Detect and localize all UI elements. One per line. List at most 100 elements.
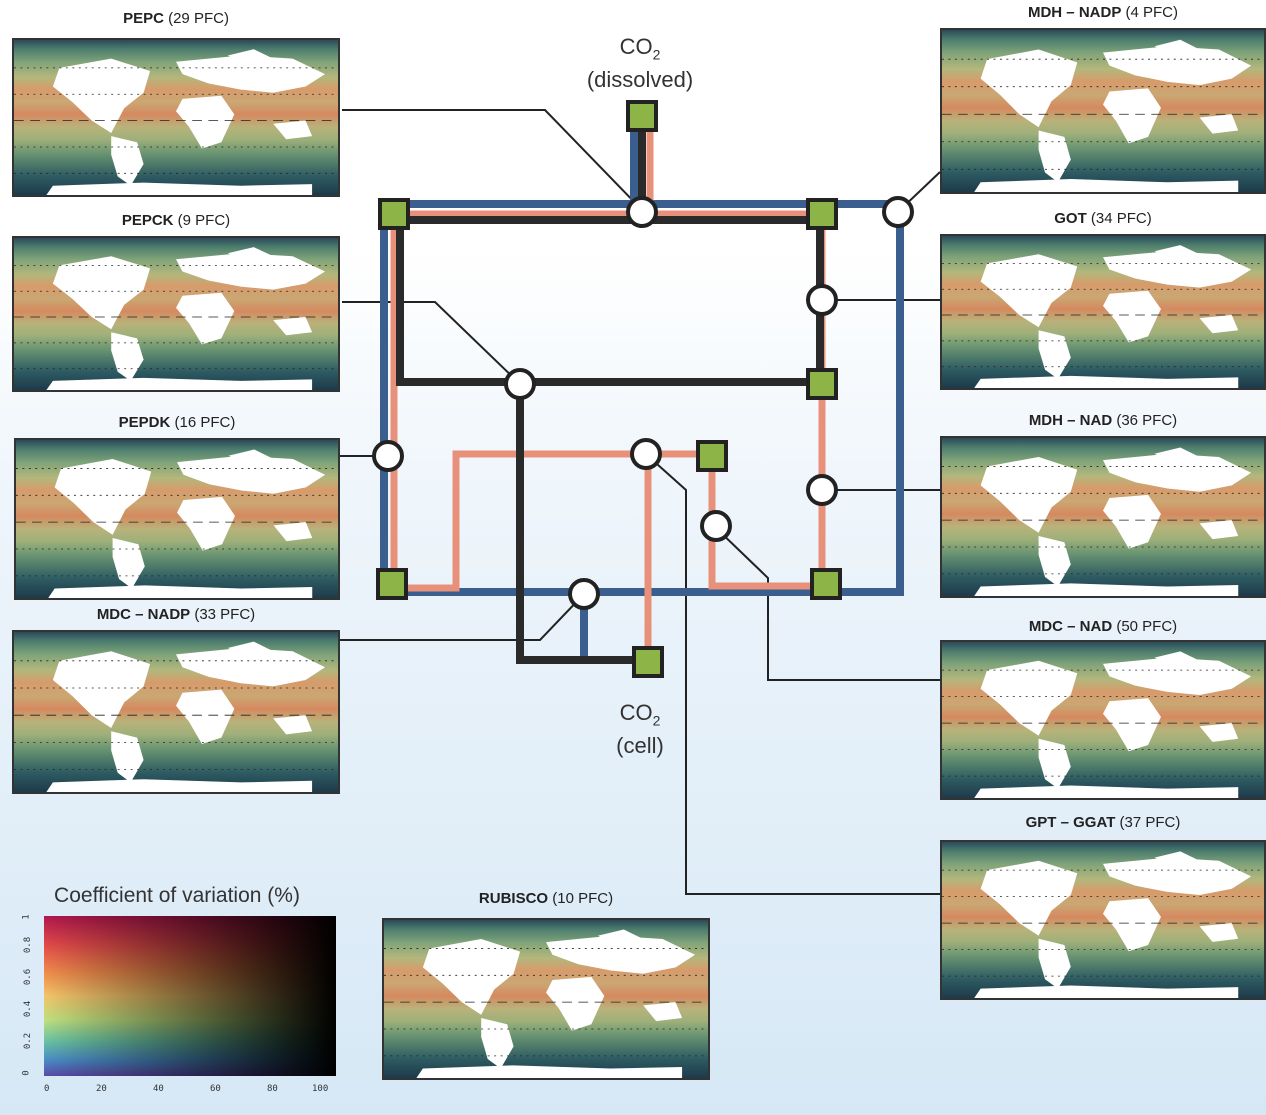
land-mass: [1103, 494, 1161, 549]
panel-count: (16 PFC): [174, 414, 236, 431]
node-inner: [696, 440, 728, 472]
land-mass: [176, 253, 326, 290]
land-mass: [52, 58, 151, 133]
co2-cell-label: CO2 (cell): [616, 700, 664, 759]
enzyme-nodes: [372, 196, 914, 610]
enzyme-gpt-ggat: [630, 438, 662, 470]
node-top-right: [806, 198, 838, 230]
land-mass: [980, 49, 1078, 128]
world-map: [12, 236, 340, 392]
black-pathway: [396, 116, 824, 664]
land-mass: [273, 715, 313, 735]
legend-x-tick: 80: [267, 1084, 278, 1094]
land-mass: [1199, 923, 1239, 942]
map-drawing: [14, 49, 338, 195]
panel-name: MDC – NADP: [96, 606, 191, 623]
land-mass: [1103, 290, 1161, 343]
map-drawing: [384, 929, 708, 1078]
land-mass: [48, 585, 313, 598]
land-mass: [176, 292, 235, 345]
legend-y-tick: 0.8: [23, 936, 34, 954]
land-mass: [176, 55, 326, 93]
panel-count: (33 PFC): [194, 606, 256, 623]
world-map: [940, 640, 1266, 800]
node-bottom-right: [810, 568, 842, 600]
land-mass: [980, 456, 1078, 533]
panel-mdc-nadp: MDC – NADP (33 PFC): [12, 606, 340, 794]
land-mass: [546, 935, 696, 974]
land-mass: [1103, 251, 1252, 288]
land-mass: [1103, 46, 1252, 86]
world-map: [940, 840, 1266, 1000]
enzyme-pepc: [626, 196, 658, 228]
connector-pepck: [342, 301, 521, 385]
legend-x-tick: 0: [44, 1084, 50, 1094]
map-drawing: [942, 447, 1264, 596]
legend-x-tick: 60: [210, 1084, 221, 1094]
land-mass: [227, 247, 274, 263]
land-mass: [1199, 723, 1239, 742]
map-drawing: [942, 39, 1264, 192]
legend-y-tick: 0.6: [23, 968, 34, 986]
panel-name: GPT – GGAT: [1025, 814, 1116, 831]
land-mass: [176, 648, 326, 687]
panel-name: MDH – NAD: [1028, 412, 1113, 429]
connector-pepc: [342, 109, 643, 211]
land-mass: [46, 182, 313, 195]
panel-count: (36 PFC): [1116, 412, 1178, 429]
panel-name: GOT: [1054, 210, 1087, 227]
panel-mdh-nad: MDH – NAD (36 PFC): [940, 412, 1266, 598]
map-drawing: [14, 247, 338, 390]
panel-name: RUBISCO: [478, 890, 549, 907]
land-mass: [52, 651, 151, 728]
panel-count: (34 PFC): [1090, 210, 1152, 227]
panel-got: GOT (34 PFC): [940, 210, 1266, 390]
connector-lines: [340, 109, 941, 895]
land-mass: [974, 179, 1239, 192]
land-mass: [1154, 245, 1200, 261]
connector-mdc-nadp: [340, 593, 585, 641]
panel-name: PEPC: [123, 10, 164, 27]
enzyme-mdh-nad: [806, 474, 838, 506]
enzyme-pepdk: [372, 440, 404, 472]
panel-mdc-nad: MDC – NAD (50 PFC): [940, 618, 1266, 804]
node-co2-cell: [632, 646, 664, 678]
world-map: [940, 234, 1266, 390]
world-map: [940, 436, 1266, 598]
land-mass: [546, 976, 605, 1031]
colour-legend: Coefficient of variation (%) 0 20 40 60 …: [12, 882, 342, 1112]
panel-count: (9 PFC): [177, 212, 231, 229]
land-mass: [1199, 315, 1239, 334]
reaction-nodes: [376, 100, 842, 678]
panel-pepdk: PEPDK (16 PFC): [14, 414, 340, 600]
salmon-pathway: [390, 116, 826, 660]
land-mass: [46, 377, 313, 390]
legend-x-tick: 40: [153, 1084, 164, 1094]
node-bottom-left: [376, 568, 408, 600]
node-co2-dissolved: [626, 100, 658, 132]
co2-dissolved-label: CO2 (dissolved): [586, 34, 694, 93]
land-mass: [1103, 857, 1252, 896]
land-mass: [54, 458, 152, 535]
land-mass: [273, 317, 313, 336]
legend-colour-square: [44, 916, 336, 1076]
panel-count: (50 PFC): [1116, 618, 1178, 635]
land-mass: [227, 641, 274, 658]
world-map: [14, 438, 340, 600]
panel-gpt-ggat: GPT – GGAT (37 PFC): [940, 814, 1266, 1000]
enzyme-mdc-nad: [700, 510, 732, 542]
land-mass: [980, 254, 1078, 328]
panel-name: MDH – NADP: [1027, 4, 1122, 21]
panel-count: (4 PFC): [1125, 4, 1179, 21]
enzyme-mdc-nadp: [568, 578, 600, 610]
map-drawing: [942, 245, 1264, 388]
panel-name: PEPCK: [121, 212, 174, 229]
land-mass: [52, 256, 151, 330]
land-mass: [1199, 114, 1239, 134]
land-mass: [177, 496, 235, 551]
node-top-left: [378, 198, 410, 230]
land-mass: [1103, 898, 1161, 952]
land-mass: [597, 929, 644, 946]
legend-x-tick: 20: [96, 1084, 107, 1094]
